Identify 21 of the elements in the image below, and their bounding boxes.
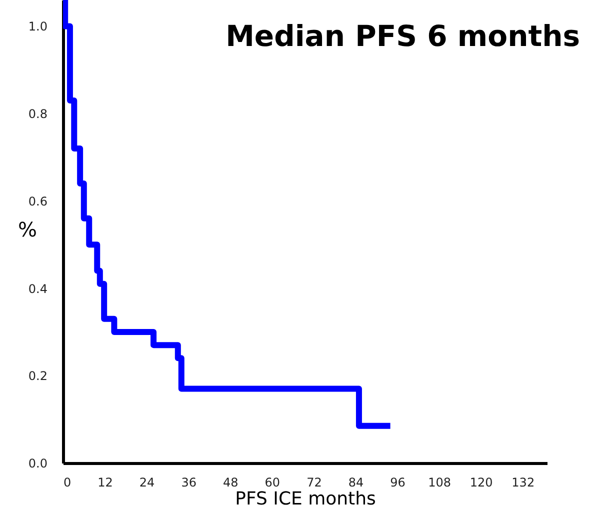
y-tick-label: 0.2 <box>28 369 48 384</box>
x-tick-label: 24 <box>139 476 155 490</box>
x-axis-title: PFS ICE months <box>235 488 376 510</box>
y-tick-label: 0.0 <box>28 456 48 470</box>
x-tick-label: 96 <box>390 476 406 490</box>
x-tick-label: 108 <box>428 476 452 490</box>
x-tick-label: 84 <box>348 476 364 490</box>
text: Median PFS 6 months <box>226 19 580 53</box>
x-tick-label: 120 <box>470 476 493 490</box>
y-axis-title: % <box>18 218 38 242</box>
y-tick-label: 1.0 <box>28 20 48 34</box>
y-tick-label: 0.8 <box>28 107 48 122</box>
x-tick-label: 60 <box>264 476 280 490</box>
y-tick-label: 0.4 <box>28 282 48 296</box>
x-tick-label: 132 <box>512 476 535 490</box>
x-tick-label: 36 <box>181 476 196 490</box>
y-tick-label: 0.6 <box>28 194 48 208</box>
x-tick-label: 72 <box>306 476 322 490</box>
x-tick-label: 48 <box>222 476 238 490</box>
x-tick-label: 0 <box>64 476 72 490</box>
x-tick-label: 12 <box>98 476 113 490</box>
